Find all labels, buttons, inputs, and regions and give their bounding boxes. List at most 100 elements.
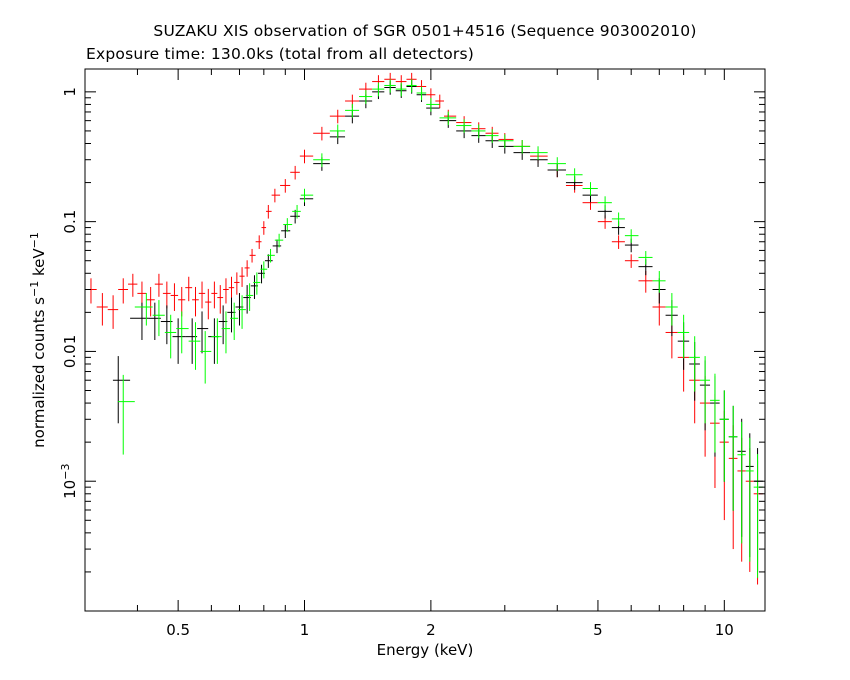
data-point — [299, 192, 314, 206]
data-series-layer — [85, 72, 763, 585]
data-point — [416, 86, 427, 101]
data-point — [498, 140, 514, 154]
data-point — [329, 109, 346, 124]
data-point — [280, 179, 291, 193]
data-point — [290, 209, 300, 224]
data-point — [444, 109, 457, 124]
data-point — [710, 373, 720, 453]
data-point — [172, 318, 186, 364]
data-point — [146, 286, 155, 317]
data-point — [281, 224, 291, 239]
data-point — [221, 311, 231, 354]
chart-subtitle: Exposure time: 130.0ks (total from all d… — [86, 45, 475, 63]
data-point — [299, 149, 314, 164]
data-point — [170, 283, 179, 311]
data-point — [244, 260, 250, 277]
data-point — [198, 281, 206, 309]
data-point — [728, 405, 738, 511]
data-point — [188, 322, 201, 370]
plot-frame — [84, 68, 766, 612]
data-point — [211, 318, 222, 364]
data-point — [85, 278, 97, 304]
data-point — [255, 235, 262, 249]
data-point — [228, 276, 235, 302]
data-point — [652, 271, 666, 293]
data-point — [217, 285, 224, 314]
data-point — [753, 454, 763, 578]
y-tick-label: 1 — [61, 87, 79, 97]
data-point — [271, 188, 281, 203]
y-tick-label: 0.1 — [61, 210, 79, 234]
data-point — [211, 281, 218, 309]
data-point — [745, 437, 754, 562]
data-point — [384, 79, 396, 93]
data-point — [372, 82, 385, 97]
data-point — [112, 356, 131, 424]
data-point — [272, 239, 282, 254]
data-point — [471, 124, 486, 139]
data-point — [530, 146, 548, 160]
data-point — [107, 295, 119, 329]
data-point — [238, 295, 246, 329]
data-point — [611, 212, 625, 227]
chart-title: SUZAKU XIS observation of SGR 0501+4516 … — [153, 22, 697, 40]
data-point — [164, 314, 177, 359]
data-point — [264, 254, 273, 268]
data-point — [597, 196, 612, 210]
data-point — [290, 165, 300, 180]
y-axis-title: normalized counts s−1 keV−1 — [28, 232, 48, 448]
data-point — [176, 311, 189, 354]
data-point — [239, 267, 245, 287]
data-point — [547, 157, 566, 171]
data-point — [677, 314, 690, 359]
series-2 — [117, 79, 763, 578]
data-point — [245, 283, 254, 311]
x-axis-title: Energy (keV) — [377, 641, 474, 659]
data-point — [313, 126, 330, 141]
data-point — [223, 278, 229, 304]
data-point — [117, 374, 135, 455]
x-tick-label: 5 — [593, 621, 603, 639]
data-point — [498, 134, 514, 148]
data-point — [130, 302, 149, 341]
data-point — [753, 460, 763, 585]
data-point — [406, 79, 417, 93]
data-point — [329, 124, 346, 139]
data-point — [200, 331, 212, 384]
data-point — [498, 133, 514, 147]
data-point — [128, 273, 138, 297]
data-point — [345, 103, 360, 118]
data-point — [624, 254, 639, 268]
data-point — [162, 281, 171, 309]
data-point — [300, 188, 314, 203]
data-point — [313, 153, 330, 167]
x-tick-label: 0.5 — [166, 621, 190, 639]
data-point — [266, 204, 272, 219]
data-point — [565, 168, 583, 182]
data-point — [665, 293, 678, 326]
data-point — [638, 251, 653, 265]
data-point — [611, 235, 625, 249]
data-point — [359, 90, 373, 104]
x-tick-label: 10 — [715, 621, 734, 639]
data-point — [185, 276, 193, 302]
x-tick-label: 1 — [300, 621, 310, 639]
data-point — [234, 272, 240, 295]
data-point — [530, 149, 548, 164]
data-point — [283, 218, 293, 232]
data-point — [439, 111, 457, 126]
data-point — [152, 300, 165, 337]
y-tick-label: 10−3 — [59, 464, 79, 499]
data-point — [395, 82, 407, 97]
data-point — [205, 288, 212, 320]
axes: 0.5 1 2 5 10 1 0.1 0.01 10−3 — [59, 69, 765, 639]
data-point — [719, 390, 729, 482]
data-point — [230, 302, 239, 341]
data-point — [624, 238, 639, 253]
series-1 — [112, 80, 763, 572]
data-point — [513, 140, 531, 154]
data-point — [485, 129, 499, 143]
data-point — [134, 293, 153, 326]
data-point — [699, 356, 711, 424]
